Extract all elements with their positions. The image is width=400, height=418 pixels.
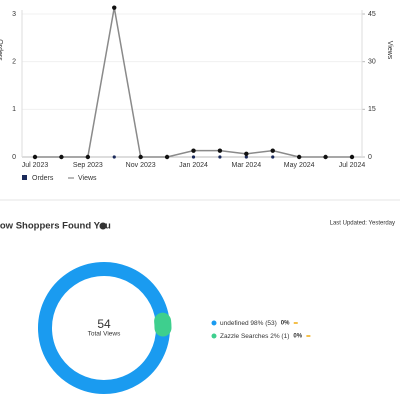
center-label: Total Views <box>88 331 122 338</box>
views-point <box>32 154 38 160</box>
orders-point <box>112 155 116 159</box>
x-tick-label: Nov 2023 <box>126 162 156 169</box>
help-icon: ? <box>99 222 107 230</box>
y-tick-label: 2 <box>12 59 16 66</box>
last-updated: Last Updated: Yesterday <box>330 221 395 227</box>
views-point <box>59 154 64 160</box>
views-point <box>270 148 275 153</box>
center-value: 54 <box>97 317 111 331</box>
views-point <box>164 154 170 160</box>
views-point <box>112 5 117 10</box>
views-point <box>191 148 196 153</box>
y2-tick-label: 30 <box>368 59 376 66</box>
views-point <box>244 151 249 157</box>
orders-point <box>271 155 275 159</box>
x-tick-label: Sep 2023 <box>73 162 103 169</box>
orders-point <box>218 155 222 159</box>
help-text: ? <box>101 224 104 230</box>
legend-swatch <box>22 175 27 180</box>
y-tick-label: 1 <box>12 106 16 113</box>
x-tick-label: Jan 2024 <box>179 162 208 169</box>
change-label: 0% <box>281 321 290 327</box>
legend-label: Views <box>78 175 97 182</box>
orders-point <box>191 155 196 159</box>
legend-value: 2% (1) <box>270 333 289 340</box>
help-circle <box>99 222 107 230</box>
legend-dot <box>211 333 217 339</box>
x-tick-label: May 2024 <box>284 162 315 169</box>
legend-value: 98% (53) <box>250 320 276 327</box>
legend-dot <box>211 320 217 326</box>
legend-name: undefined <box>220 320 249 327</box>
orders-point <box>244 155 248 159</box>
legend-label: Orders <box>32 175 54 182</box>
views-point <box>349 154 355 160</box>
y2-tick-label: 45 <box>368 11 376 18</box>
legend-name: Zazzle Searches <box>220 333 269 340</box>
y2-tick-label: 15 <box>368 106 376 113</box>
donut-segment <box>38 262 170 394</box>
y-tick-label: 0 <box>12 154 16 161</box>
y2-axis-label: Views <box>386 41 393 60</box>
y-axis-label: Orders <box>0 39 3 61</box>
y2-tick-label: 0 <box>368 154 372 161</box>
x-tick-label: Jul 2024 <box>339 162 366 169</box>
views-point <box>296 154 302 160</box>
change-label: 0% <box>293 334 302 340</box>
legend-label: undefined 98% (53) <box>220 320 277 327</box>
x-tick-label: Mar 2024 <box>232 162 262 169</box>
y-tick-label: 3 <box>12 11 16 18</box>
views-point <box>323 154 328 160</box>
legend-label: Zazzle Searches 2% (1) <box>220 333 289 340</box>
views-point <box>217 148 223 153</box>
views-point <box>138 154 143 160</box>
section-title: How Shoppers Found You <box>0 221 111 232</box>
x-tick-label: Jul 2023 <box>22 162 49 169</box>
views-point <box>85 154 91 160</box>
